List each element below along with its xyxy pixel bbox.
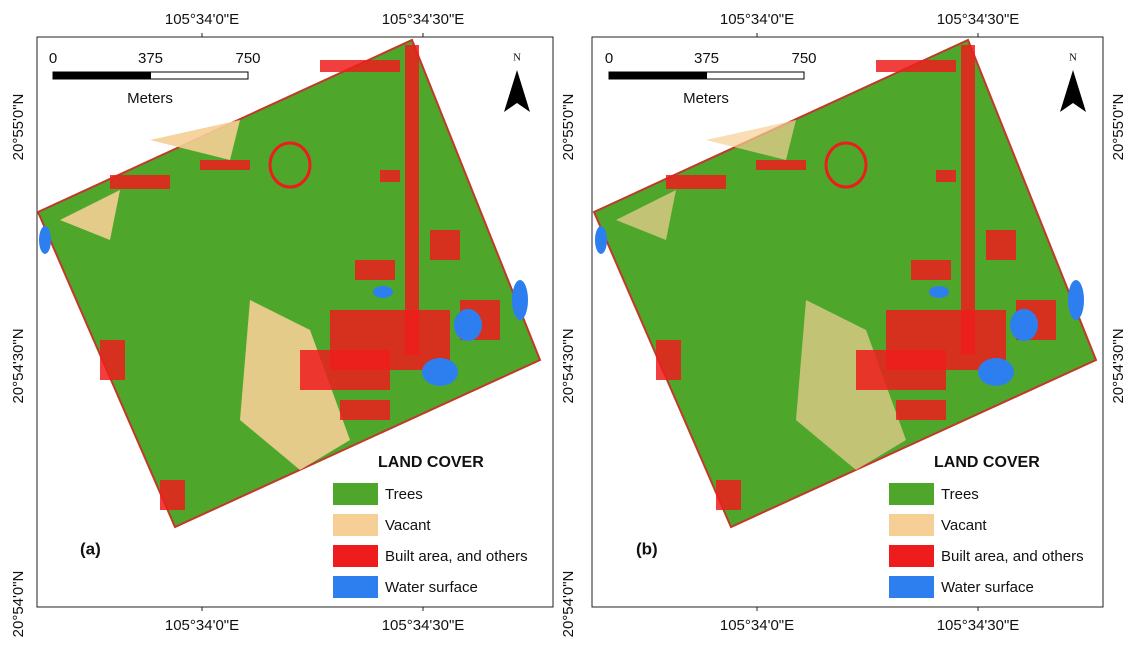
scale-segment — [609, 72, 707, 79]
bottom-coordinate: 105°34'0"E — [720, 617, 794, 634]
right-coordinate: 20°55'0"N — [1110, 94, 1127, 161]
top-coordinate: 105°34'0"E — [165, 11, 239, 28]
legend-label: Built area, and others — [385, 548, 528, 565]
water-body — [422, 358, 458, 386]
legend-label: Water surface — [385, 579, 478, 596]
legend-swatch — [333, 576, 378, 598]
water-body — [373, 286, 393, 298]
bottom-coordinate: 105°34'0"E — [165, 617, 239, 634]
map-panel: 105°34'0"E 105°34'30"E 105°34'0"E 105°34'30… — [592, 11, 1127, 634]
built-area — [340, 400, 390, 420]
legend-label: Water surface — [941, 579, 1034, 596]
built-area — [320, 60, 400, 72]
scale-label: 0 — [605, 50, 613, 67]
legend-label: Vacant — [385, 517, 431, 534]
built-area — [876, 60, 956, 72]
north-arrow — [504, 70, 530, 112]
legend-swatch — [333, 514, 378, 536]
bottom-coordinate: 105°34'30"E — [937, 617, 1020, 634]
scale-label: 750 — [235, 50, 260, 67]
top-coordinate: 105°34'30"E — [937, 11, 1020, 28]
built-area — [986, 230, 1016, 260]
left-coordinate: 20°54'30"N — [10, 328, 27, 403]
built-area — [355, 260, 395, 280]
right-coordinate: 20°54'30"N — [1110, 328, 1127, 403]
water-body — [1010, 309, 1038, 341]
built-area — [961, 45, 975, 355]
water-body — [454, 309, 482, 341]
built-area — [656, 340, 681, 380]
right-coordinate: 20°55'0"N — [560, 94, 577, 161]
water-body — [929, 286, 949, 298]
legend-label: Trees — [941, 486, 979, 503]
legend-swatch — [889, 483, 934, 505]
built-area — [896, 400, 946, 420]
water-body — [595, 226, 607, 254]
legend-title legend-title: LAND COVER — [934, 454, 1040, 471]
scale-label: 750 — [791, 50, 816, 67]
built-area — [300, 350, 390, 390]
water-body — [39, 226, 51, 254]
north-label: N — [1069, 52, 1077, 64]
built-area — [110, 175, 170, 189]
scale-label: 0 — [49, 50, 57, 67]
built-area — [856, 350, 946, 390]
top-coordinate: 105°34'0"E — [720, 11, 794, 28]
built-area — [936, 170, 956, 182]
water-body — [978, 358, 1014, 386]
built-area — [200, 160, 250, 170]
built-area — [666, 175, 726, 189]
page: {"panels": [ {"label": "(a)", "top_label… — [0, 0, 1131, 648]
built-area — [911, 260, 951, 280]
left-coordinate: 20°55'0"N — [10, 94, 27, 161]
scale-label: 375 — [138, 50, 163, 67]
legend-label: Trees — [385, 486, 423, 503]
figure: 105°34'0"E 105°34'30"E 105°34'0"E 105°34'30… — [0, 0, 1131, 648]
legend-label: Vacant — [941, 517, 987, 534]
scale-segment — [151, 72, 249, 79]
water-body — [512, 280, 528, 320]
scale-segment — [53, 72, 151, 79]
built-area — [160, 480, 185, 510]
legend-swatch — [889, 545, 934, 567]
panel-label: (b) — [636, 539, 658, 558]
north-arrow — [1060, 70, 1086, 112]
scale-label: 375 — [694, 50, 719, 67]
scale-unit: Meters — [127, 90, 173, 107]
bottom-coordinate: 105°34'30"E — [382, 617, 465, 634]
right-coordinate: 20°54'30"N — [560, 328, 577, 403]
legend-label: Built area, and others — [941, 548, 1084, 565]
legend-title legend-title: LAND COVER — [378, 454, 484, 471]
north-label: N — [513, 52, 521, 64]
built-area — [430, 230, 460, 260]
scale-unit: Meters — [683, 90, 729, 107]
legend-swatch — [889, 514, 934, 536]
left-coordinate: 20°54'0"N — [10, 571, 27, 638]
scale-segment — [707, 72, 805, 79]
water-body — [1068, 280, 1084, 320]
legend-swatch — [333, 545, 378, 567]
built-area — [716, 480, 741, 510]
right-coordinate: 20°54'0"N — [560, 571, 577, 638]
built-area — [380, 170, 400, 182]
built-area — [100, 340, 125, 380]
legend-swatch — [333, 483, 378, 505]
built-area — [756, 160, 806, 170]
top-coordinate: 105°34'30"E — [382, 11, 465, 28]
legend-swatch — [889, 576, 934, 598]
map-panel: 105°34'0"E 105°34'30"E 105°34'0"E 105°34'30… — [10, 11, 577, 637]
panel-label: (a) — [80, 539, 101, 558]
built-area — [405, 45, 419, 355]
